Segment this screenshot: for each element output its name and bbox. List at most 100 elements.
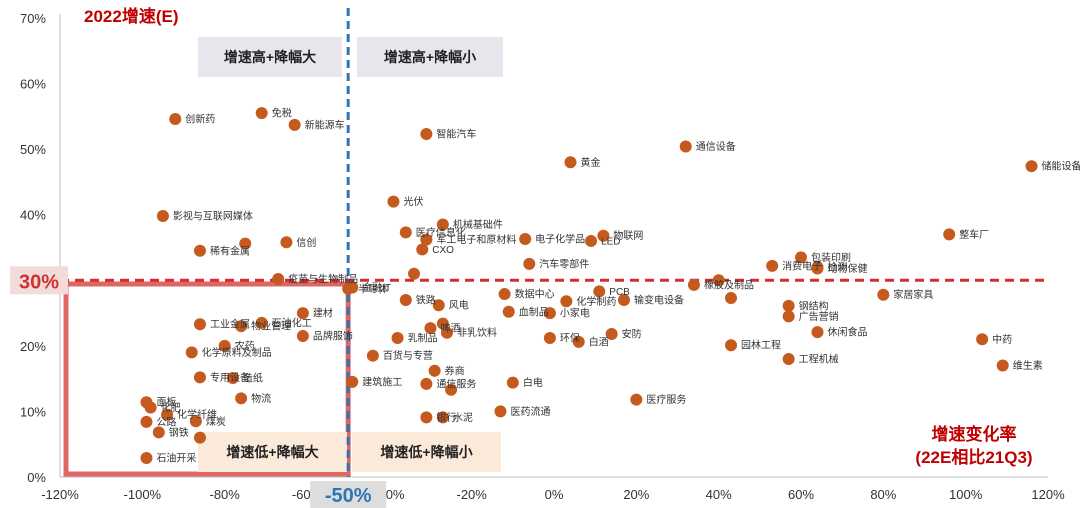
point-label: 面板: [156, 396, 176, 409]
point-label: 石油开采: [156, 451, 196, 464]
point-label: 专用设备: [210, 371, 250, 384]
point-label: 维生素: [1013, 359, 1043, 372]
data-point: [387, 195, 400, 208]
data-point: [296, 330, 309, 343]
data-point: [161, 408, 174, 421]
data-point: [523, 257, 536, 270]
data-point: [782, 310, 795, 323]
point-label: PCB: [609, 287, 630, 298]
data-point: [280, 236, 293, 249]
point-label: 疫苗与生物制品: [288, 272, 358, 285]
data-point: [502, 305, 515, 318]
quadrant-boxes-layer: [63, 37, 503, 477]
point-label: 消费电子: [782, 259, 822, 272]
point-label: 品牌服饰: [313, 330, 353, 343]
text-layer: 2022增速(E) 增速变化率 (22E相比21Q3) 增速高+降幅大 增速高+降…: [10, 6, 1080, 508]
point-label: 银行: [436, 411, 456, 424]
data-point: [399, 226, 412, 239]
point-label: 免税: [272, 107, 292, 120]
data-point: [193, 431, 206, 444]
point-label: 信创: [296, 236, 316, 249]
quadrant-box-bottom-left: [198, 432, 347, 472]
threshold-minus-50-label: -50%: [325, 485, 372, 507]
data-point: [630, 393, 643, 406]
y-tick-label: 10%: [20, 404, 46, 419]
point-label: 风电: [449, 299, 469, 312]
y-tick-label: 0%: [27, 470, 46, 485]
point-label: 铁路: [416, 293, 436, 306]
data-point: [193, 244, 206, 257]
data-point: [140, 415, 153, 428]
point-label: 影视与互联网媒体: [173, 210, 253, 223]
data-point: [712, 274, 725, 287]
chart-title: 2022增速(E): [84, 6, 178, 26]
point-label: 石油化工: [272, 316, 312, 329]
point-label: 园林工程: [741, 339, 781, 352]
point-label: 乳制品: [408, 331, 438, 344]
point-label: 啤酒: [441, 323, 461, 335]
point-label: 稀有金属: [210, 244, 250, 257]
data-point: [597, 229, 610, 242]
data-point: [976, 333, 989, 346]
axes-layer: 0%10%20%30%40%50%60%70%-120%-100%-80%-60…: [20, 11, 1065, 502]
point-label: 橡胶及制品: [704, 278, 754, 291]
point-label: 动物保健: [827, 262, 867, 275]
point-label: 金融IT: [362, 281, 391, 294]
point-label: 煤炭: [206, 415, 226, 428]
point-label: 工业金属: [210, 318, 250, 331]
data-point: [235, 392, 248, 405]
x-tick-label: -80%: [209, 487, 240, 502]
data-point: [543, 331, 556, 344]
data-point: [679, 140, 692, 153]
point-label: 通信设备: [696, 140, 736, 153]
point-label: 数据中心: [515, 288, 555, 301]
quadrant-label-top-right: 增速高+降幅小: [384, 49, 476, 65]
data-point: [811, 262, 824, 275]
data-point: [185, 346, 198, 359]
point-label: 中药: [992, 333, 1012, 346]
quadrant-box-bottom-right: [352, 432, 501, 472]
x-tick-label: -120%: [41, 487, 79, 502]
data-point: [346, 375, 359, 388]
data-point: [436, 218, 449, 231]
data-point: [296, 307, 309, 320]
data-point: [272, 272, 285, 285]
point-label: 机械基础件: [453, 218, 503, 231]
data-point: [436, 317, 449, 330]
data-point: [687, 278, 700, 291]
point-label: 半导体: [358, 282, 388, 295]
x-axis-sublabel: (22E相比21Q3): [915, 447, 1032, 467]
data-point: [408, 267, 421, 280]
point-label: 农药: [235, 339, 255, 352]
x-tick-label: 0%: [545, 487, 564, 502]
threshold-minus-50-label-bg: [310, 481, 387, 508]
data-point: [235, 320, 248, 333]
point-label: 广告营销: [799, 310, 839, 323]
data-point: [432, 299, 445, 312]
point-label: 新能源车: [305, 118, 345, 131]
point-label: 化学制药: [576, 295, 616, 308]
data-point: [440, 326, 453, 339]
point-label: CXO: [432, 245, 454, 256]
data-point: [424, 322, 437, 335]
point-label: 输变电设备: [634, 293, 684, 306]
data-point: [156, 210, 169, 223]
threshold-30-label-bg: [10, 266, 68, 295]
point-label: 化学原料及制品: [202, 346, 272, 359]
data-point: [811, 326, 824, 339]
x-tick-label: 60%: [788, 487, 814, 502]
point-label: 非乳饮料: [457, 326, 497, 339]
data-point: [346, 281, 359, 294]
data-point: [572, 335, 585, 348]
x-tick-label: -100%: [124, 487, 162, 502]
point-label: 创新药: [185, 112, 215, 125]
data-point: [593, 285, 606, 298]
point-label: 血制品: [519, 305, 549, 318]
data-point: [416, 243, 429, 256]
point-label: 钢铁: [169, 426, 189, 439]
x-tick-label: 100%: [949, 487, 983, 502]
point-label: 白电: [523, 376, 543, 389]
y-tick-label: 20%: [20, 339, 46, 354]
point-label: 医药流通: [510, 405, 550, 418]
y-tick-label: 70%: [20, 11, 46, 26]
